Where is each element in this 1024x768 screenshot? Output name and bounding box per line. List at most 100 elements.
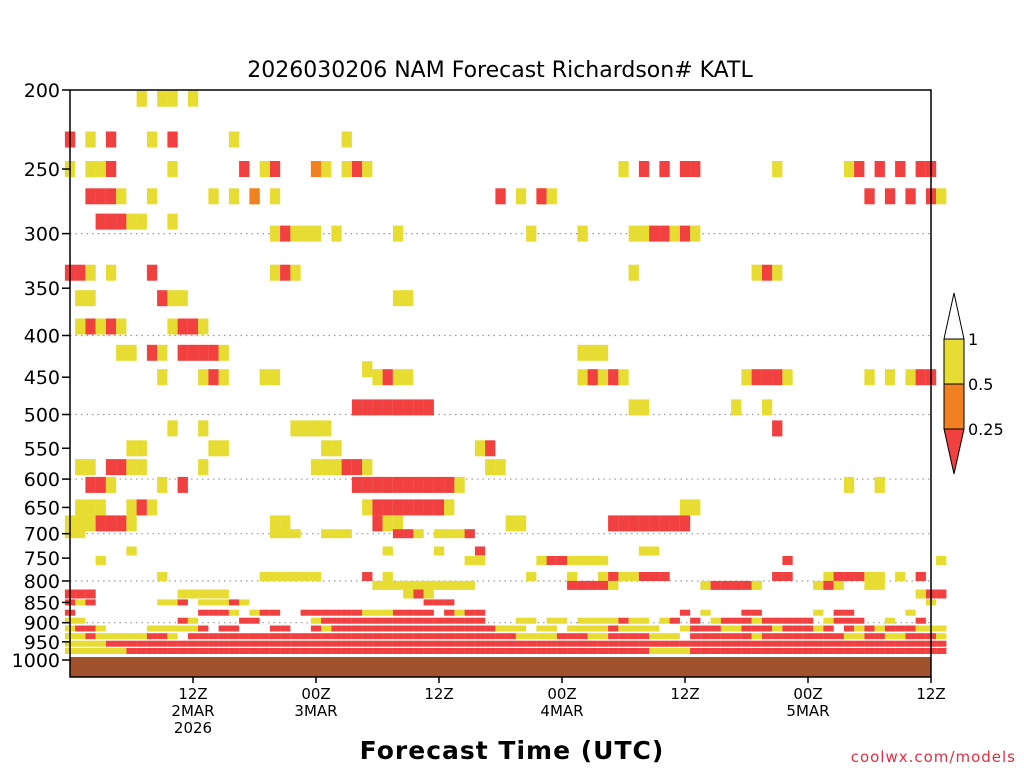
cell-234 — [382, 515, 393, 532]
cell-137 — [741, 369, 752, 386]
cell-548 — [372, 633, 383, 640]
ytick-label-800: 800 — [24, 571, 60, 593]
cell-339 — [208, 589, 219, 599]
cell-241 — [638, 515, 650, 532]
cell-600 — [915, 633, 926, 640]
cell-613 — [167, 640, 178, 647]
cell-72 — [628, 225, 639, 242]
cell-609 — [126, 640, 137, 647]
cell-732 — [505, 648, 516, 654]
cell-131 — [403, 369, 414, 386]
xtick-label-3-1: 4MAR — [540, 702, 583, 720]
cell-0 — [136, 90, 147, 107]
cell-335 — [85, 589, 96, 599]
cell-541 — [300, 633, 311, 640]
cell-750 — [690, 648, 701, 654]
cell-329 — [823, 580, 834, 590]
cell-322 — [700, 580, 711, 590]
cell-756 — [751, 648, 762, 654]
cell-56 — [905, 188, 916, 205]
cell-725 — [433, 648, 445, 654]
cell-115 — [198, 344, 209, 361]
cell-365 — [218, 609, 229, 616]
cell-412 — [423, 617, 434, 624]
cell-242 — [649, 515, 660, 532]
cell-424 — [597, 617, 609, 624]
cell-426 — [618, 617, 629, 624]
cell-469 — [382, 625, 393, 632]
cell-498 — [720, 625, 732, 632]
cell-287 — [382, 572, 393, 581]
cell-585 — [761, 633, 773, 640]
cell-624 — [280, 640, 291, 647]
cell-712 — [300, 648, 311, 654]
cell-157 — [731, 399, 742, 416]
cell-405 — [351, 617, 363, 624]
cell-660 — [649, 640, 660, 647]
cell-649 — [536, 640, 547, 647]
cell-533 — [218, 633, 229, 640]
cell-77 — [679, 225, 691, 242]
cell-611 — [146, 640, 158, 647]
cell-527 — [146, 633, 158, 640]
cell-199 — [403, 476, 414, 493]
cell-520 — [75, 633, 86, 640]
cell-481 — [505, 625, 516, 632]
cell-664 — [690, 640, 701, 647]
cell-575 — [649, 633, 660, 640]
cell-388 — [700, 609, 711, 616]
cell-40 — [618, 161, 629, 177]
cell-701 — [187, 648, 199, 654]
chart-title: 2026030206 NAM Forecast Richardson# KATL — [247, 58, 753, 83]
cell-350 — [157, 599, 168, 606]
legend-swatch-below-0.25 — [943, 428, 965, 475]
cell-658 — [628, 640, 639, 647]
cell-700 — [177, 648, 188, 654]
cell-377 — [372, 609, 383, 616]
cell-760 — [792, 648, 803, 654]
cell-78 — [690, 225, 701, 242]
cell-195 — [362, 476, 373, 493]
ytick-label-300: 300 — [24, 224, 60, 246]
cell-492 — [638, 625, 650, 632]
cell-114 — [187, 344, 199, 361]
cell-587 — [782, 633, 793, 640]
cell-186 — [362, 459, 373, 476]
cell-639 — [433, 640, 445, 647]
cell-330 — [833, 580, 844, 590]
cell-332 — [874, 580, 885, 590]
cell-537 — [259, 633, 270, 640]
cell-604 — [75, 640, 86, 647]
cell-245 — [679, 515, 691, 532]
cell-552 — [413, 633, 424, 640]
cell-255 — [403, 529, 414, 539]
cell-358 — [423, 599, 434, 606]
cell-569 — [587, 633, 598, 640]
legend-swatch-above-1 — [943, 292, 965, 340]
cell-177 — [116, 459, 127, 476]
cell-133 — [587, 369, 598, 386]
cell-58 — [936, 188, 947, 205]
cell-484 — [546, 625, 557, 632]
cell-473 — [423, 625, 434, 632]
cell-277 — [782, 556, 793, 565]
cell-588 — [792, 633, 803, 640]
cell-208 — [85, 499, 96, 516]
cell-387 — [679, 609, 691, 616]
cell-431 — [690, 617, 701, 624]
cell-491 — [628, 625, 639, 632]
cell-254 — [392, 529, 404, 539]
cell-618 — [218, 640, 229, 647]
cell-189 — [85, 476, 96, 493]
cell-673 — [782, 640, 793, 647]
cell-499 — [731, 625, 742, 632]
cell-92 — [628, 264, 639, 281]
cell-7 — [146, 131, 158, 148]
legend-swatch-0.25-0.5 — [943, 383, 965, 430]
cell-340 — [218, 589, 229, 599]
cell-622 — [259, 640, 270, 647]
cell-63 — [136, 213, 147, 230]
cell-278 — [936, 556, 947, 565]
cell-382 — [423, 609, 434, 616]
cell-341 — [403, 589, 414, 599]
